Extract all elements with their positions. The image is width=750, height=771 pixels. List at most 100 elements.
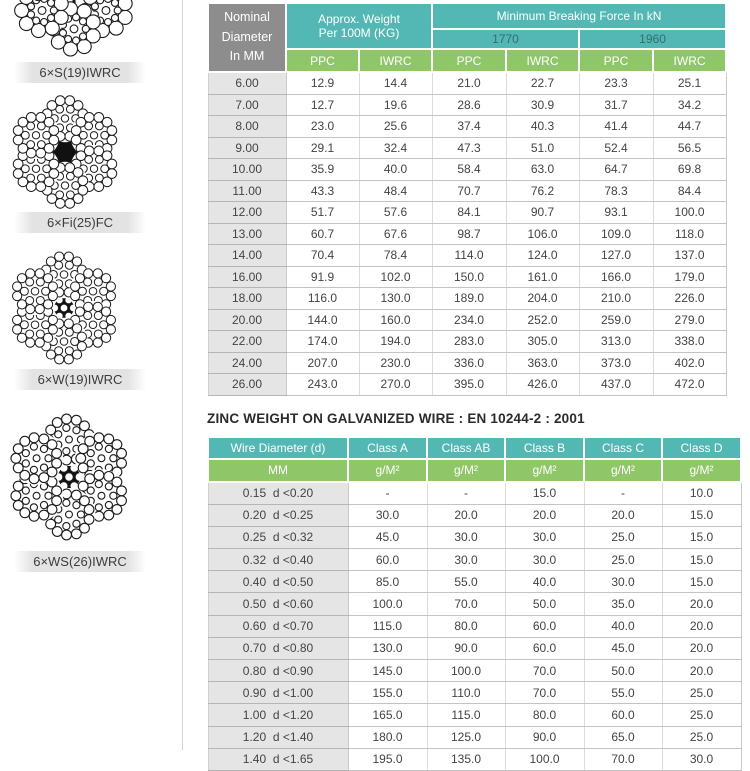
wire-circle	[30, 286, 40, 296]
value-cell: 279.0	[653, 309, 727, 331]
wire-circle	[45, 349, 57, 360]
row-header-cell: 18.00	[207, 287, 287, 310]
wire-circle	[41, 286, 51, 296]
wire-circle	[26, 10, 36, 19]
value-cell: 60.0	[505, 637, 585, 661]
wire-circle	[103, 17, 113, 27]
rope-diagram-column: 6×S(19)IWRC 6×Fi(25)FC 6×W(19)IWRC 6×WS(…	[0, 0, 182, 750]
wire-circle	[32, 491, 41, 500]
value-cell: 100.0	[653, 201, 727, 224]
value-cell: 37.4	[432, 115, 507, 138]
wire-circle	[104, 500, 114, 510]
wire-circle	[103, 470, 115, 482]
wire-circle	[69, 24, 79, 34]
wire-circle	[26, 140, 36, 149]
value-cell: 100.0	[505, 748, 585, 771]
wire-circle	[12, 443, 24, 455]
table-row: 8.00 23.0 25.6 37.4 40.3 41.4 44.7	[207, 115, 727, 138]
wire-circle	[18, 15, 35, 32]
table-row: 26.00 243.0 270.0 395.0 426.0 437.0 472.0	[207, 373, 727, 396]
row-header-cell: 22.00	[207, 330, 287, 353]
wire-circle	[54, 515, 63, 524]
value-cell: 78.3	[579, 180, 654, 202]
wire-circle	[38, 472, 50, 484]
wire-circle	[101, 5, 111, 15]
value-cell: 20.0	[662, 659, 742, 683]
wire-circle	[64, 34, 73, 44]
value-cell: 43.3	[286, 180, 360, 202]
rope-cross-section-diagram	[11, 250, 117, 366]
wire-circle	[93, 181, 105, 192]
row-header-cell: 12.00	[207, 201, 287, 224]
value-cell: 51.7	[286, 201, 360, 224]
value-cell: 21.0	[432, 72, 507, 95]
wire-circle	[44, 491, 53, 500]
row-header-cell: 0.80 d <0.90	[207, 659, 349, 683]
rope-type-label: 6×WS(26)IWRC	[14, 551, 146, 572]
value-cell: 55.0	[584, 681, 663, 705]
wire-circle	[31, 131, 41, 140]
wire-circle	[92, 337, 103, 348]
wire-circle	[94, 442, 103, 451]
wire-circle	[71, 256, 83, 267]
row-header-cell: 8.00	[207, 115, 287, 138]
value-cell: 30.0	[584, 570, 663, 594]
wire-circle	[106, 125, 118, 136]
class-d-header: Class D	[661, 435, 742, 460]
wire-circle	[61, 413, 72, 425]
wire-circle	[64, 472, 74, 482]
table-row: 13.00 60.7 67.6 98.7 106.0 109.0 118.0	[207, 223, 727, 245]
value-cell: 230.0	[359, 352, 433, 374]
wire-circle	[78, 17, 88, 26]
wire-circle	[71, 323, 83, 334]
wire-circle	[86, 448, 95, 458]
wire-circle	[106, 158, 118, 170]
value-cell: 50.0	[584, 659, 663, 683]
value-cell: 15.0	[505, 481, 585, 505]
col-header-iwrc: IWRC	[357, 48, 434, 73]
value-cell: 305.0	[506, 330, 580, 353]
value-cell: 22.7	[506, 72, 580, 95]
row-header-cell: 7.00	[207, 94, 287, 116]
wire-circle	[54, 346, 64, 356]
wire-circle	[88, 286, 98, 296]
value-cell: 60.0	[348, 548, 428, 572]
value-cell: 35.0	[584, 592, 663, 616]
table-row: 18.00 116.0 130.0 189.0 204.0 210.0 226.0	[207, 287, 727, 310]
table-row: 0.25 d <0.32 45.0 30.0 30.0 25.0 15.0	[207, 526, 742, 550]
value-cell: 270.0	[359, 373, 433, 396]
wire-circle	[12, 480, 24, 492]
wire-circle	[16, 332, 28, 343]
row-header-cell: 1.40 d <1.65	[207, 748, 349, 771]
row-header-cell: 1.00 d <1.20	[207, 703, 349, 727]
value-cell: 60.0	[584, 703, 663, 727]
wire-circle	[79, 522, 90, 534]
wire-circle	[61, 529, 72, 541]
value-cell: 15.0	[662, 570, 742, 594]
header-line: Per 100M (KG)	[318, 26, 400, 40]
wire-circle	[61, 454, 72, 466]
wire-circle	[62, 498, 71, 507]
wire-circle	[60, 114, 70, 123]
wire-circle	[21, 448, 30, 458]
wire-circle	[35, 147, 47, 159]
value-cell: 14.4	[359, 72, 433, 95]
table-row: 0.80 d <0.90 145.0 100.0 70.0 50.0 20.0	[207, 659, 742, 683]
row-header-cell: 24.00	[207, 352, 287, 374]
value-cell: 84.1	[432, 201, 507, 224]
wire-circle	[35, 181, 47, 192]
wire-circle	[79, 495, 90, 507]
wire-circle	[46, 439, 58, 451]
wire-circle	[34, 0, 43, 2]
wire-circle	[34, 303, 45, 315]
row-header-cell: 6.00	[207, 72, 287, 95]
wire-circle	[45, 424, 57, 436]
value-cell: 20.0	[505, 504, 585, 527]
wire-circle	[42, 299, 54, 310]
wire-circle	[62, 423, 71, 433]
spec-content: Nominal Diameter In MM Approx. Weight Pe…	[207, 2, 742, 771]
value-cell: 98.7	[432, 223, 507, 245]
value-cell: 67.6	[359, 223, 433, 245]
row-header-cell: 0.90 d <1.00	[207, 681, 349, 705]
value-cell: 90.7	[506, 201, 580, 224]
